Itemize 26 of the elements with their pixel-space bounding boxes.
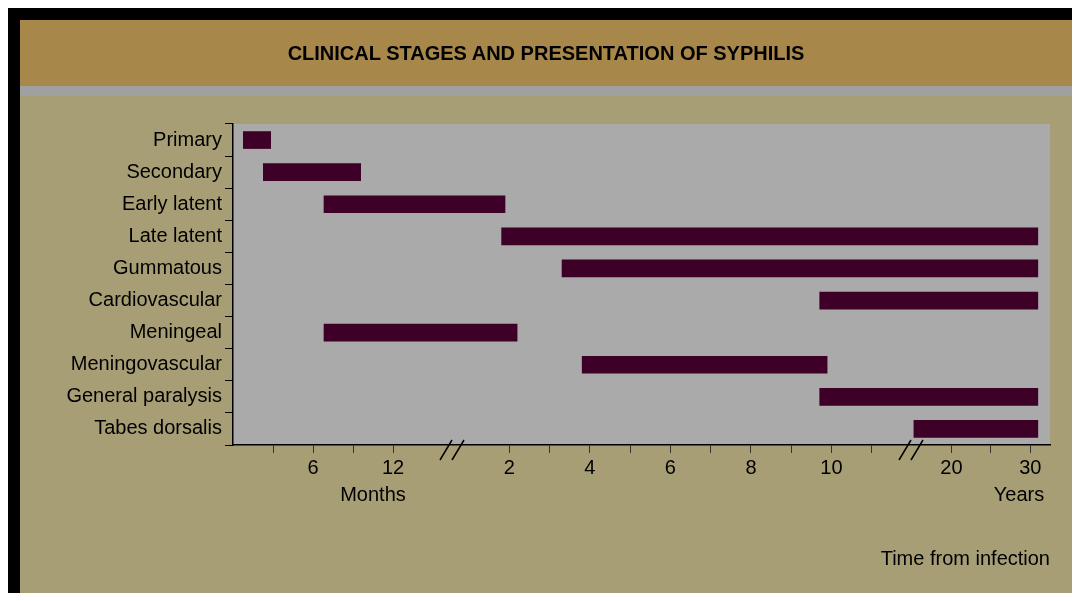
x-tick-label: 8 bbox=[745, 455, 757, 478]
text: Years bbox=[993, 482, 1045, 505]
bar bbox=[263, 163, 361, 181]
y-tick-label: Meningovascular bbox=[70, 352, 223, 375]
x-tick-label: 30 bbox=[1019, 455, 1042, 478]
y-tick-label: Primary bbox=[153, 127, 222, 150]
x-tick-label: 2 bbox=[503, 455, 515, 478]
y-tick-label: Gummatous bbox=[113, 255, 222, 278]
y-tick-label: Meningeal bbox=[129, 320, 222, 343]
x-tick-label: 4 bbox=[584, 455, 596, 478]
text: CLINICAL STAGES AND PRESENTATION OF SYPHILIS bbox=[20, 20, 1072, 86]
x-tick-label: 6 bbox=[664, 455, 676, 478]
x-tick-label: 20 bbox=[940, 455, 963, 478]
y-tick-label: Late latent bbox=[128, 223, 223, 246]
y-tick-label: Tabes dorsalis bbox=[94, 416, 222, 439]
bar bbox=[243, 131, 271, 149]
y-tick-label: General paralysis bbox=[66, 384, 222, 407]
text: Months bbox=[340, 482, 406, 505]
bar bbox=[581, 355, 828, 374]
x-tick-label: 12 bbox=[381, 455, 405, 478]
y-tick-label: Early latent bbox=[121, 191, 223, 214]
x-tick-label: 10 bbox=[820, 455, 843, 478]
y-tick-label: Secondary bbox=[126, 159, 222, 182]
y-tick-label: Cardiovascular bbox=[88, 288, 223, 311]
x-tick-label: 6 bbox=[307, 455, 319, 478]
x-axis-title: Time from infection bbox=[880, 547, 1050, 570]
